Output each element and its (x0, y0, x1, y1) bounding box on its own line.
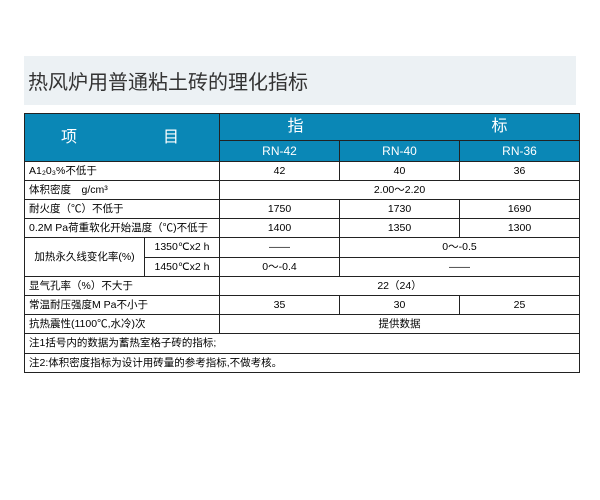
cell-value: 1750 (220, 200, 340, 219)
cell-value: 30 (340, 295, 460, 314)
row-compress: 常温耐压强度M Pa不小于 35 30 25 (25, 295, 580, 314)
cell-sublabel: 1450℃x2 h (145, 257, 220, 276)
header-indicator: 指 标 (220, 114, 580, 141)
cell-value: 提供数据 (220, 315, 580, 334)
header-project: 项 目 (25, 114, 220, 162)
note-text: 注2:体积密度指标为设计用砖量的参考指标,不做考核。 (25, 353, 580, 372)
cell-value: 2.00～2.20 (220, 180, 580, 199)
cell-value: 25 (460, 295, 580, 314)
row-al2o3: A1₂0₃%不低于 42 40 36 (25, 161, 580, 180)
row-fire: 耐火度（℃）不低于 1750 1730 1690 (25, 200, 580, 219)
page-title: 热风炉用普通粘土砖的理化指标 (28, 66, 572, 95)
cell-label: 常温耐压强度M Pa不小于 (25, 295, 220, 314)
spec-table: 项 目 指 标 RN-42 RN-40 RN-36 A1₂0₃%不低于 42 4… (24, 113, 580, 373)
cell-label: A1₂0₃%不低于 (25, 161, 220, 180)
row-permline-1: 加热永久线变化率(%) 1350℃x2 h —— 0～-0.5 (25, 238, 580, 257)
cell-value: 36 (460, 161, 580, 180)
cell-value: 1350 (340, 219, 460, 238)
row-thermal: 抗热震性(1100℃,水冷)次 提供数据 (25, 315, 580, 334)
cell-label: 体积密度 g/cm³ (25, 180, 220, 199)
cell-value: 22（24） (220, 276, 580, 295)
cell-label: 耐火度（℃）不低于 (25, 200, 220, 219)
row-note-2: 注2:体积密度指标为设计用砖量的参考指标,不做考核。 (25, 353, 580, 372)
page-container: 热风炉用普通粘土砖的理化指标 项 目 指 标 RN-42 RN-40 RN-36… (0, 0, 600, 373)
cell-value: 40 (340, 161, 460, 180)
cell-label: 抗热震性(1100℃,水冷)次 (25, 315, 220, 334)
row-soften: 0.2M Pa荷重软化开始温度（℃)不低于 1400 1350 1300 (25, 219, 580, 238)
cell-sublabel: 1350℃x2 h (145, 238, 220, 257)
cell-value: 0～-0.4 (220, 257, 340, 276)
cell-value: —— (340, 257, 580, 276)
cell-label: 0.2M Pa荷重软化开始温度（℃)不低于 (25, 219, 220, 238)
cell-value: —— (220, 238, 340, 257)
cell-value: 1300 (460, 219, 580, 238)
cell-value: 1690 (460, 200, 580, 219)
cell-value: 1400 (220, 219, 340, 238)
title-strip: 热风炉用普通粘土砖的理化指标 (24, 56, 576, 105)
header-col-rn36: RN-36 (460, 140, 580, 161)
cell-label: 加热永久线变化率(%) (25, 238, 145, 276)
cell-label: 显气孔率（%）不大于 (25, 276, 220, 295)
cell-value: 42 (220, 161, 340, 180)
row-density: 体积密度 g/cm³ 2.00～2.20 (25, 180, 580, 199)
header-col-rn42: RN-42 (220, 140, 340, 161)
cell-value: 1730 (340, 200, 460, 219)
row-porosity: 显气孔率（%）不大于 22（24） (25, 276, 580, 295)
header-col-rn40: RN-40 (340, 140, 460, 161)
cell-value: 0～-0.5 (340, 238, 580, 257)
cell-value: 35 (220, 295, 340, 314)
row-note-1: 注1括号内的数据为蓄热室格子砖的指标; (25, 334, 580, 353)
table-header-row-1: 项 目 指 标 (25, 114, 580, 141)
note-text: 注1括号内的数据为蓄热室格子砖的指标; (25, 334, 580, 353)
